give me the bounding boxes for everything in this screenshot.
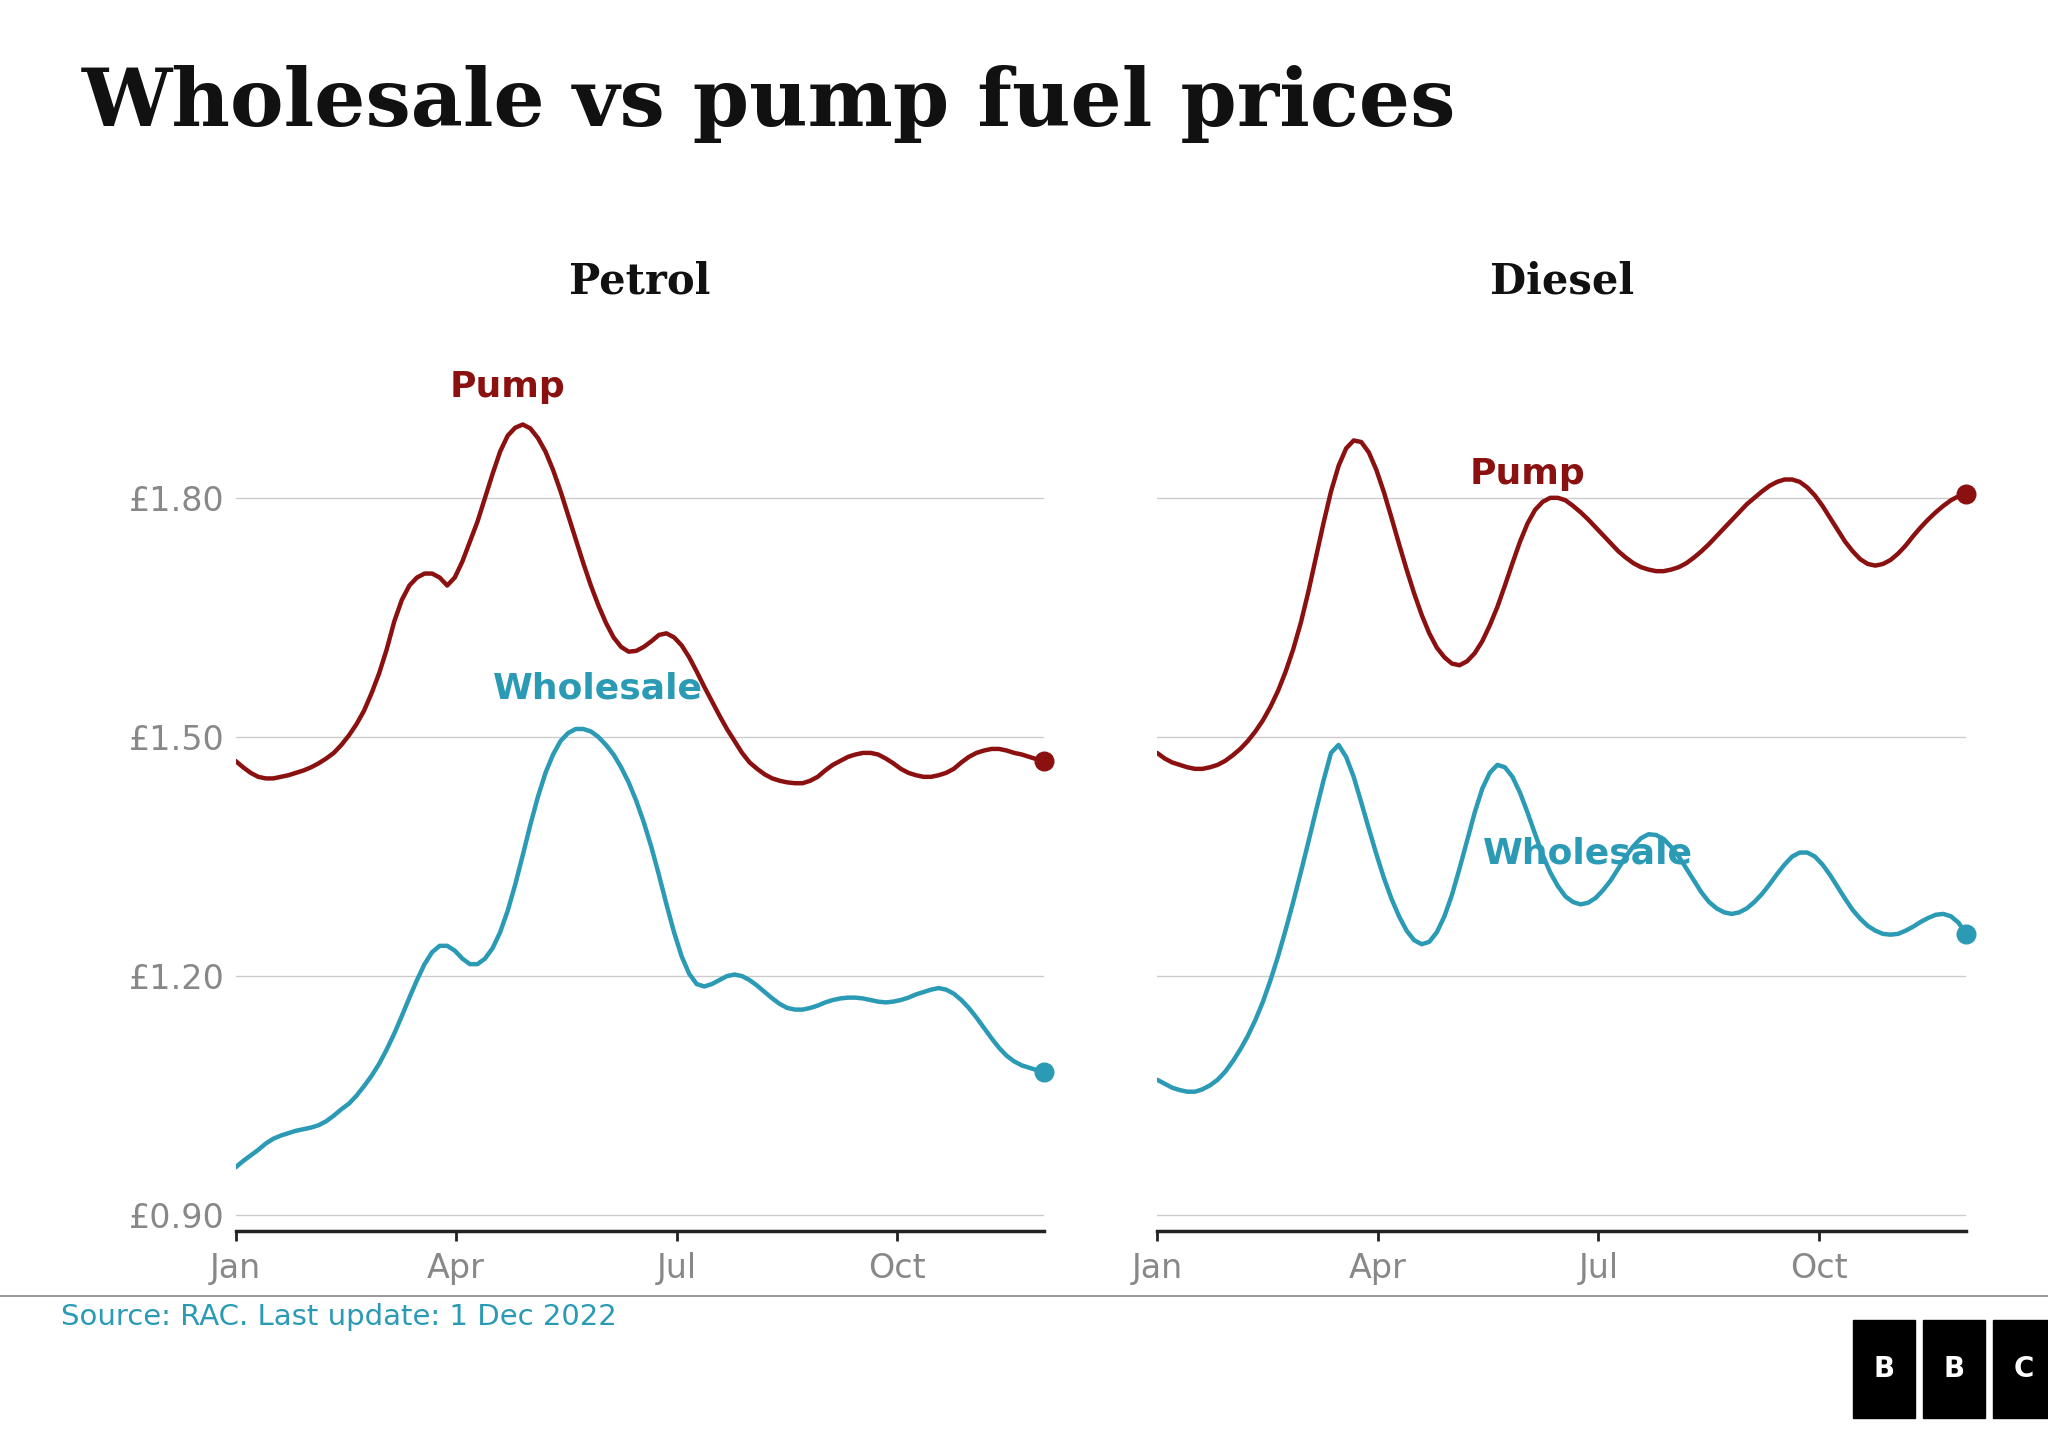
Text: C: C [2013,1355,2034,1384]
Text: Source: RAC. Last update: 1 Dec 2022: Source: RAC. Last update: 1 Dec 2022 [61,1303,616,1331]
Text: Pump: Pump [1470,458,1585,491]
Text: Petrol: Petrol [569,261,711,302]
Text: B: B [1874,1355,1894,1384]
Point [1950,923,1982,946]
Point [1950,482,1982,505]
Point [1028,1060,1061,1083]
Text: Wholesale: Wholesale [494,671,702,706]
Text: Wholesale vs pump fuel prices: Wholesale vs pump fuel prices [82,65,1456,143]
Text: Diesel: Diesel [1489,261,1634,302]
Point [1028,749,1061,772]
Text: Pump: Pump [451,370,565,403]
Text: Wholesale: Wholesale [1483,837,1694,871]
Text: B: B [1944,1355,1964,1384]
